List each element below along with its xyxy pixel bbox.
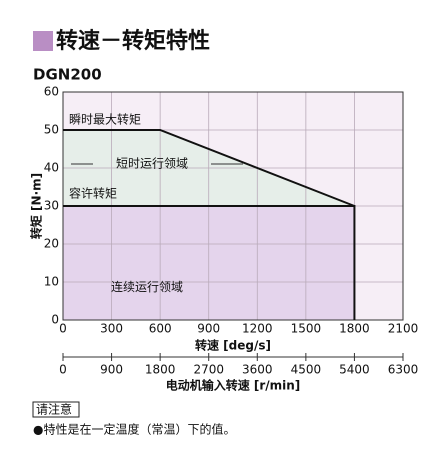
chart-subtitle: DGN200: [33, 66, 102, 84]
series-label: 瞬时最大转矩: [69, 112, 141, 127]
y-tick-label: 50: [44, 123, 59, 137]
y-axis-title: 转矩 [N·m]: [29, 173, 44, 239]
y-tick-label: 10: [44, 275, 59, 289]
region-label: 短时运行领域: [116, 157, 188, 171]
x2-tick-label: 1800: [145, 363, 176, 377]
x2-axis-title: 电动机输入转速 [r/min]: [166, 378, 301, 393]
note-box: [32, 401, 80, 418]
y-tick-label: 0: [51, 313, 59, 327]
x2-tick-label: 0: [59, 363, 67, 377]
x-tick-label: 600: [149, 322, 172, 336]
x-tick-label: 900: [197, 322, 220, 336]
note-text: ●特性是在一定温度（常温）下的值。: [33, 422, 235, 437]
y-tick-label: 40: [44, 161, 59, 175]
series-line: [63, 129, 355, 207]
x2-tick-label: 3600: [242, 363, 273, 377]
x-tick-label: 1200: [242, 322, 273, 336]
chart-title: 转速－转矩特性: [56, 28, 210, 54]
x-tick-label: 2100: [388, 322, 419, 336]
y-tick-label: 20: [44, 237, 59, 251]
x-tick-label: 0: [59, 322, 67, 336]
series-label: 容许转矩: [69, 186, 117, 201]
x2-tick-label: 6300: [388, 363, 419, 377]
region-label: 连续运行领域: [111, 279, 183, 294]
note-label: 请注意: [36, 402, 72, 417]
x-axis-title: 转速 [deg/s]: [195, 338, 271, 353]
y-tick-label: 30: [44, 199, 59, 213]
x-tick-label: 300: [100, 322, 123, 336]
x-tick-label: 1800: [339, 322, 370, 336]
title-marker: [33, 31, 53, 51]
x2-tick-label: 2700: [193, 363, 224, 377]
x2-tick-label: 5400: [339, 363, 370, 377]
y-tick-label: 60: [44, 85, 59, 99]
x2-tick-label: 900: [100, 363, 123, 377]
series-line: [63, 205, 356, 320]
x2-tick-label: 4500: [291, 363, 322, 377]
x-tick-label: 1500: [291, 322, 322, 336]
